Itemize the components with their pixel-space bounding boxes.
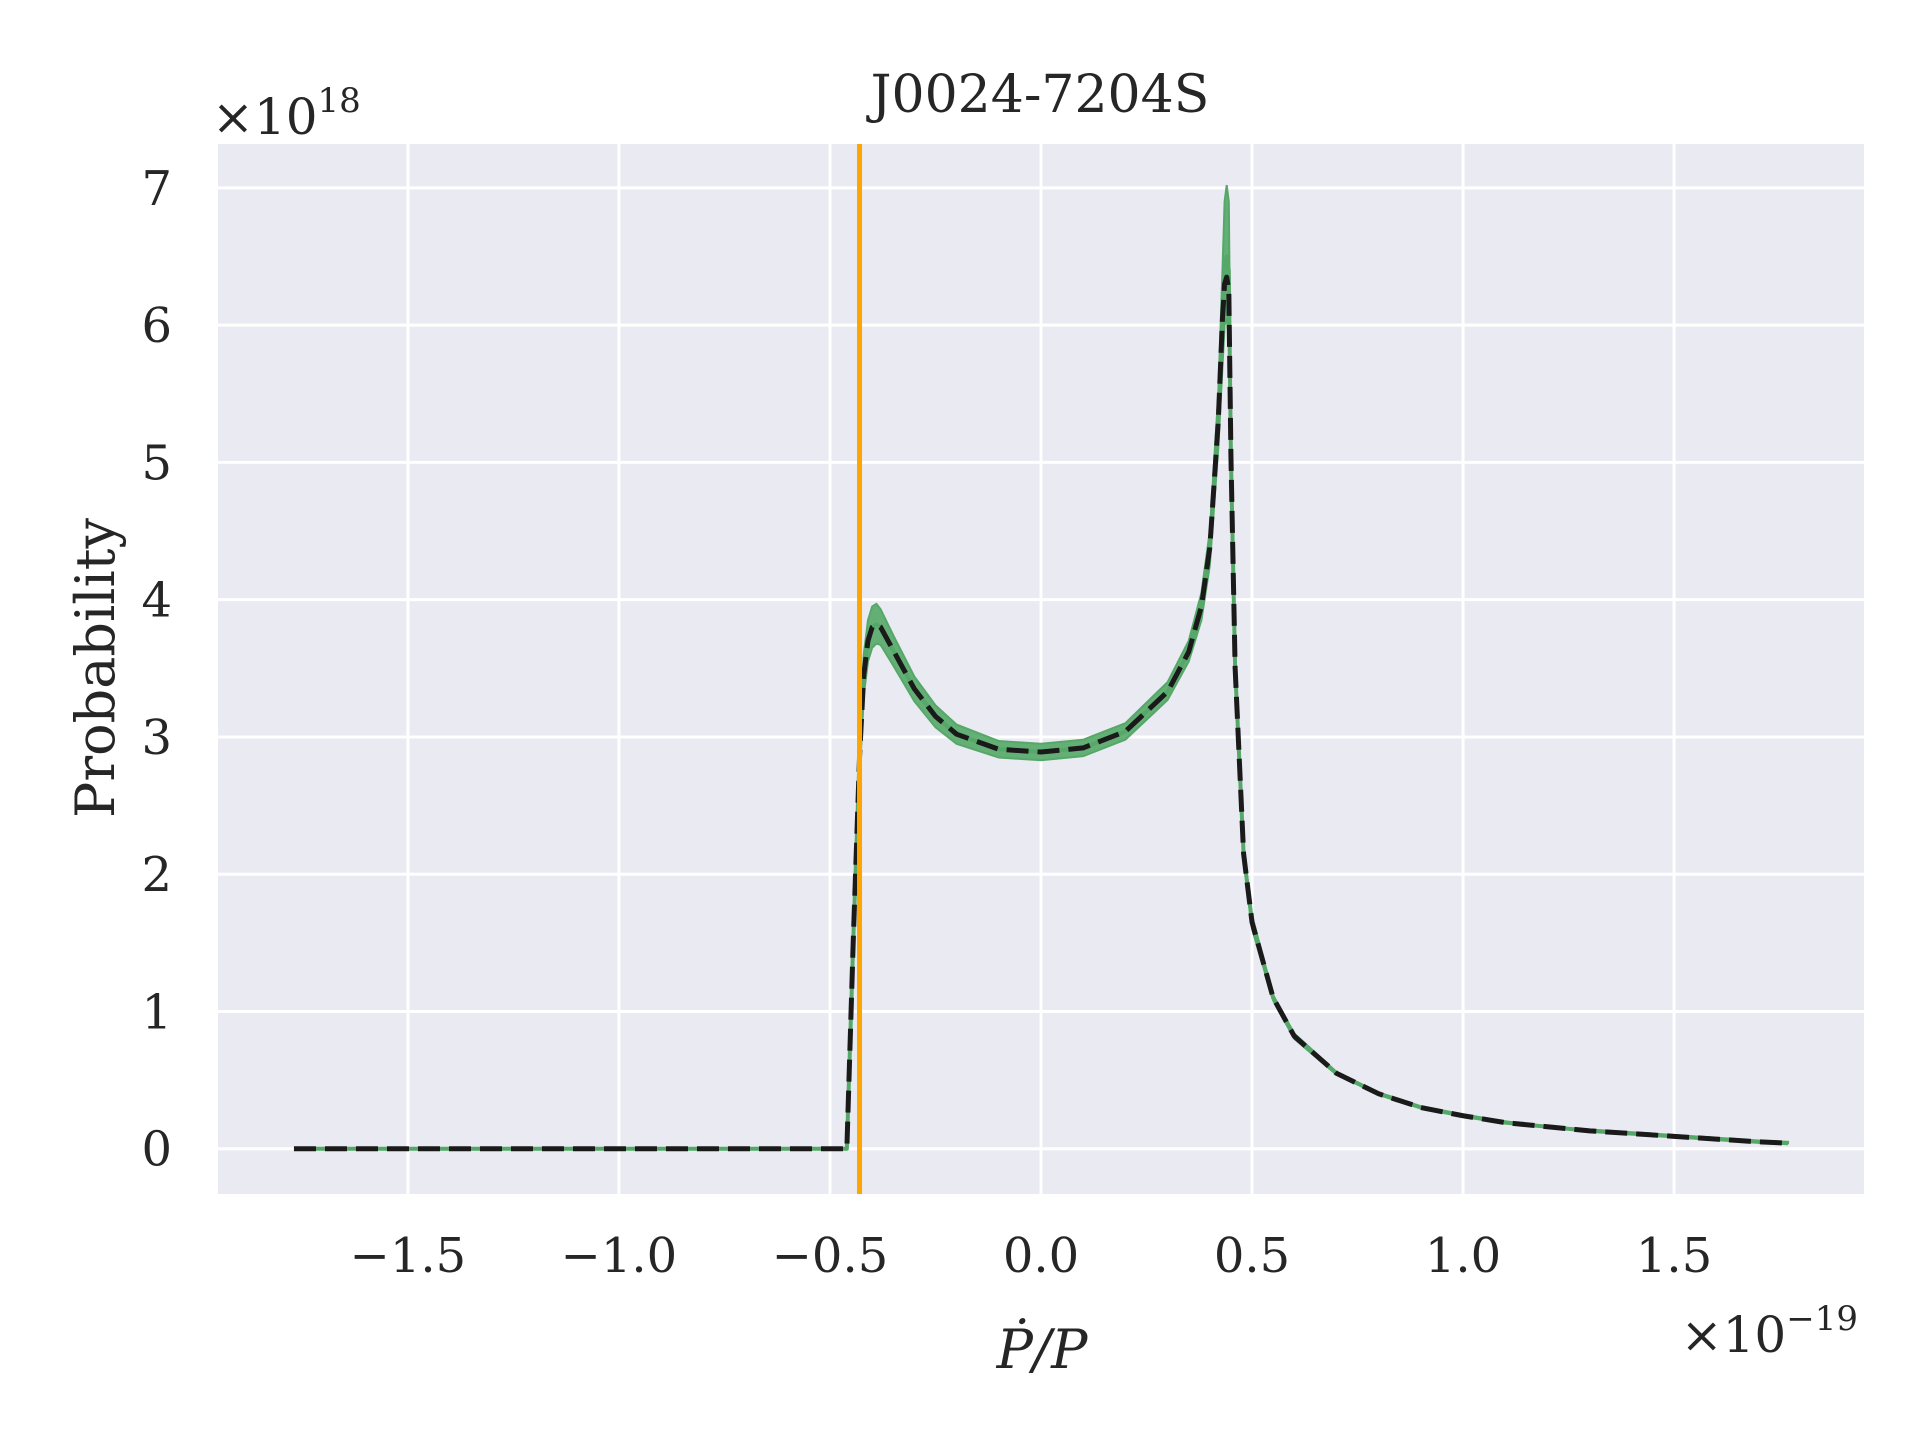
x-axis-multiplier: ×10−19 bbox=[1681, 1299, 1858, 1364]
x-tick-label: 1.5 bbox=[1636, 1228, 1712, 1284]
x-tick-label: −1.5 bbox=[350, 1228, 467, 1284]
x-tick-labels: −1.5 −1.0 −0.5 0.0 0.5 1.0 1.5 bbox=[350, 1228, 1713, 1284]
y-tick-labels: 0 1 2 3 4 5 6 7 bbox=[141, 161, 172, 1178]
y-tick-label: 0 bbox=[141, 1122, 172, 1178]
x-axis-label: Ṗ/P bbox=[996, 1317, 1090, 1381]
y-tick-label: 2 bbox=[141, 847, 172, 903]
y-axis-multiplier: ×1018 bbox=[212, 81, 361, 146]
y-tick-label: 4 bbox=[141, 573, 172, 629]
x-tick-label: 1.0 bbox=[1425, 1228, 1501, 1284]
x-axis-multiplier-exponent: −19 bbox=[1786, 1299, 1858, 1339]
series-layer bbox=[293, 185, 1790, 1152]
chart-title: J0024-7204S bbox=[866, 65, 1210, 125]
x-tick-label: 0.5 bbox=[1214, 1228, 1290, 1284]
y-axis-multiplier-exponent: 18 bbox=[318, 81, 361, 121]
y-axis-label: Probability bbox=[64, 518, 127, 818]
dashed-series-line bbox=[293, 274, 1789, 1152]
y-tick-label: 7 bbox=[141, 161, 172, 217]
x-tick-label: 0.0 bbox=[1003, 1228, 1079, 1284]
y-tick-label: 6 bbox=[141, 298, 172, 354]
y-tick-label: 1 bbox=[141, 984, 172, 1040]
y-tick-label: 3 bbox=[141, 710, 172, 766]
x-tick-label: −0.5 bbox=[772, 1228, 889, 1284]
y-tick-label: 5 bbox=[141, 435, 172, 491]
x-tick-label: −1.0 bbox=[561, 1228, 678, 1284]
